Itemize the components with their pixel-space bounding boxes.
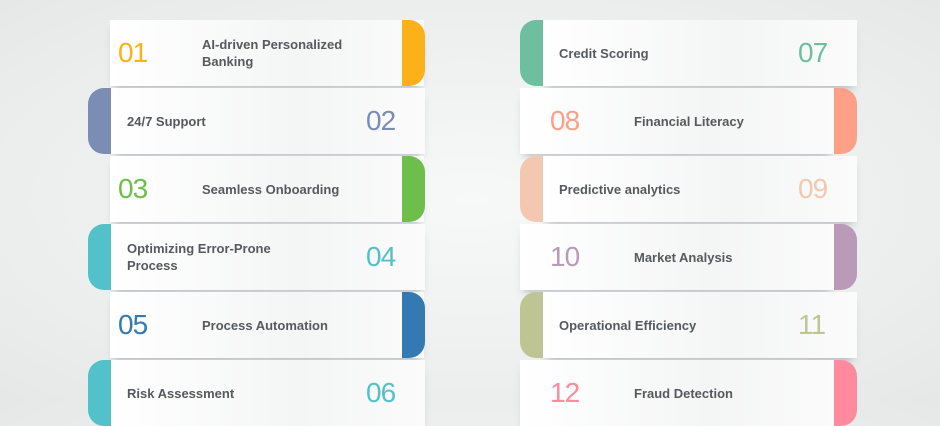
item-label: Process Automation [202, 317, 328, 333]
item-01: 01 AI-driven Personalized Banking [88, 20, 425, 86]
item-card [520, 224, 834, 290]
item-label: Financial Literacy [634, 113, 744, 129]
item-number: 12 [550, 377, 580, 408]
item-label: Market Analysis [634, 249, 733, 265]
item-number: 03 [118, 173, 148, 204]
item-label: Operational Efficiency [559, 317, 697, 333]
item-number: 05 [118, 309, 148, 340]
item-label: Predictive analytics [559, 181, 681, 197]
color-tab [402, 20, 425, 86]
item-number: 10 [550, 241, 580, 272]
item-10: 10 Market Analysis [520, 224, 857, 290]
item-card [110, 156, 424, 222]
item-card [520, 88, 834, 154]
color-tab [402, 156, 425, 222]
item-label: AI-driven Personalized Banking [202, 37, 343, 69]
color-tab [834, 88, 857, 154]
item-11: 11 Operational Efficiency [520, 292, 857, 358]
item-09: 09 Predictive analytics [520, 156, 857, 222]
item-number: 06 [366, 377, 396, 408]
item-label: Fraud Detection [634, 385, 733, 401]
item-label: Optimizing Error-Prone Process [127, 241, 271, 273]
item-card [110, 20, 424, 86]
color-tab [834, 224, 857, 290]
item-number: 11 [798, 309, 826, 340]
color-tab [520, 156, 543, 222]
item-number: 04 [366, 241, 396, 272]
color-tab [88, 360, 111, 426]
item-number: 01 [118, 37, 148, 68]
item-card [543, 156, 857, 222]
item-label: Risk Assessment [127, 385, 235, 401]
item-07: 07 Credit Scoring [520, 20, 857, 86]
color-tab [88, 88, 111, 154]
item-label: 24/7 Support [127, 113, 206, 129]
item-08: 08 Financial Literacy [520, 88, 857, 154]
item-card [543, 20, 857, 86]
color-tab [402, 292, 425, 358]
item-label: Credit Scoring [559, 45, 649, 61]
item-card [111, 88, 425, 154]
item-card [543, 292, 857, 358]
item-number: 08 [550, 105, 580, 136]
item-label: Seamless Onboarding [202, 181, 340, 197]
item-number: 02 [366, 105, 396, 136]
color-tab [520, 292, 543, 358]
item-04: 04 Optimizing Error-Prone Process [88, 224, 425, 290]
item-card [111, 224, 425, 290]
item-03: 03 Seamless Onboarding [88, 156, 425, 222]
item-card [110, 292, 424, 358]
item-number: 07 [798, 37, 828, 68]
color-tab [88, 224, 111, 290]
item-05: 05 Process Automation [88, 292, 425, 358]
item-06: 06 Risk Assessment [88, 360, 425, 426]
color-tab [520, 20, 543, 86]
item-02: 02 24/7 Support [88, 88, 425, 154]
item-number: 09 [798, 173, 828, 204]
color-tab [834, 360, 857, 426]
item-12: 12 Fraud Detection [520, 360, 857, 426]
